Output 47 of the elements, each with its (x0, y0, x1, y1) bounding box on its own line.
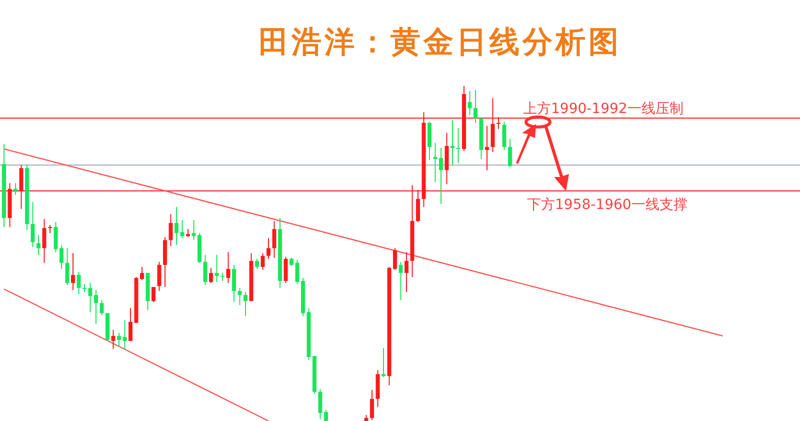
candlestick (128, 308, 132, 342)
chart-title: 田浩洋：黄金日线分析图 (258, 25, 622, 60)
candlestick (214, 254, 219, 282)
candlestick (100, 300, 104, 316)
candlestick (42, 218, 46, 264)
candlestick (152, 286, 156, 303)
candlestick (244, 292, 248, 317)
candlestick (232, 264, 236, 303)
candlestick (496, 116, 500, 130)
candlestick (468, 90, 472, 116)
candlestick (490, 98, 495, 152)
candlestick (255, 258, 259, 270)
candlestick (398, 261, 403, 301)
candlestick (508, 138, 512, 168)
candlestick (203, 254, 208, 286)
candlestick (174, 206, 178, 246)
candlestick (456, 127, 460, 164)
candlestick (209, 267, 213, 284)
candlestick (76, 271, 81, 295)
candlestick (65, 248, 70, 286)
candlestick (284, 256, 288, 284)
candlestick (30, 201, 35, 248)
candlestick (14, 182, 18, 196)
candlestick (111, 329, 116, 350)
candlestick (226, 252, 230, 284)
candlestick (180, 220, 184, 239)
ref-line-label: 上方1990-1992一线压制 (523, 101, 684, 118)
candlestick (71, 252, 75, 291)
candlestick (502, 121, 506, 150)
candlestick (474, 90, 478, 124)
candlestick (157, 261, 162, 292)
candlestick (416, 189, 420, 223)
candlestick (19, 164, 24, 210)
candlestick (238, 288, 242, 306)
candlestick (450, 120, 454, 166)
ref-line-label: 下方1958-1960一线支撑 (527, 196, 688, 213)
candlestick (382, 347, 386, 378)
candlestick (168, 213, 173, 247)
candlestick (485, 125, 489, 171)
candlestick (260, 252, 265, 270)
candlestick (122, 320, 127, 350)
candlestick (266, 238, 270, 260)
candlestick (404, 252, 408, 293)
candlestick (272, 220, 276, 258)
candlestick (370, 389, 374, 420)
candlestick (117, 332, 121, 348)
candlestick (36, 234, 40, 256)
